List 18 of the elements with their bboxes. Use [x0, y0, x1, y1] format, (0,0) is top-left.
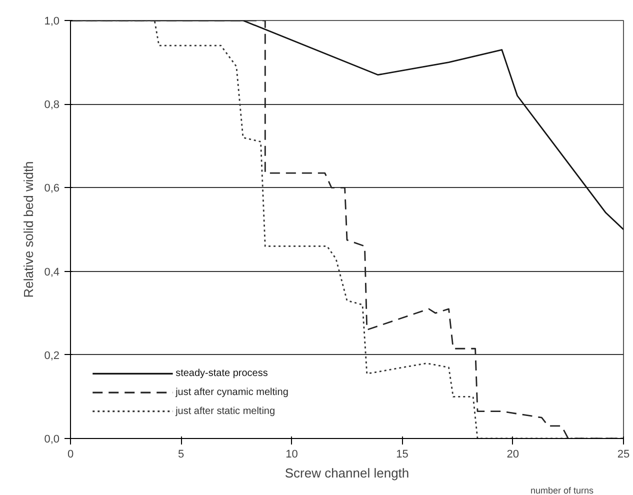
text: just after static melting [174, 406, 276, 417]
x-tick-label: 5 [178, 448, 184, 460]
x-axis-title: Screw channel length [284, 466, 410, 480]
y-tick-label: 0,2 [44, 350, 60, 362]
text: steady-state process [176, 368, 268, 380]
y-tick-label: 0,4 [44, 266, 60, 278]
y-axis-title: Relative solid bed width [21, 161, 36, 298]
y-tick-label: 0,8 [44, 99, 60, 112]
text: just after cynamic melting [174, 387, 288, 398]
x-tick-label: 15 [396, 448, 408, 460]
x-tick-label: 0 [67, 448, 74, 460]
x-tick-label: 10 [286, 448, 298, 460]
y-tick-label: 0,6 [44, 182, 60, 195]
y-tick-label: 0,0 [44, 434, 60, 446]
text: number of turns [530, 486, 594, 495]
x-tick-label: 20 [506, 448, 520, 460]
y-tick-label: 1,0 [44, 16, 60, 28]
x-tick-label: 25 [617, 448, 630, 460]
